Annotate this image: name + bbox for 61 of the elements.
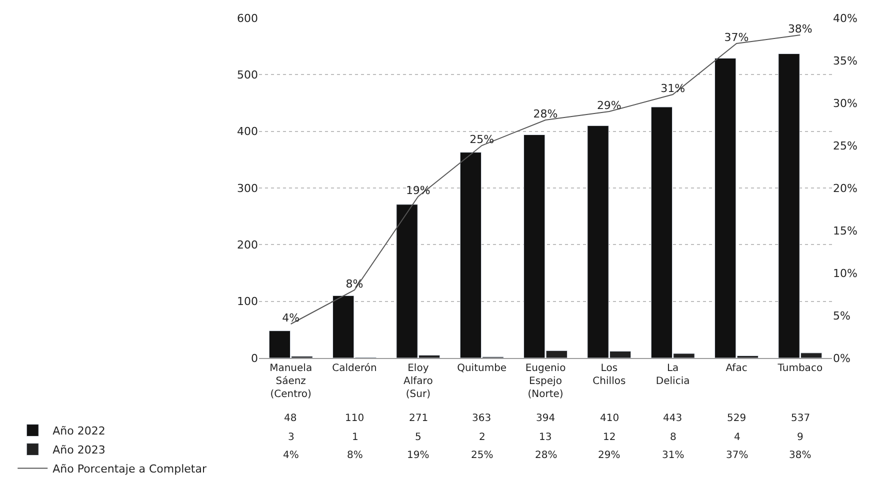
y2-tick-label: 5% [833, 309, 850, 322]
text: 38% [788, 22, 812, 36]
x-tick-label: Tumbaco [776, 363, 823, 374]
x-tick-label: La Delicia [656, 363, 690, 387]
data-label: 12 [603, 432, 616, 443]
data-label: 443 [663, 413, 682, 424]
data-label: 1 [352, 432, 358, 443]
y2-tick-label: 20% [833, 182, 858, 195]
x-tick-label: Calderón [332, 363, 377, 374]
data-label: 4 [734, 432, 740, 443]
data-label: 5 [415, 432, 422, 443]
legend-label: Año Porcentaje a Completar [52, 462, 207, 476]
text: 37% [724, 30, 749, 44]
data-label: 48 [284, 413, 297, 424]
data-label: 29% [598, 450, 620, 461]
x-tick-label: Eloy Alfaro (Sur) [404, 363, 433, 400]
y-tick-label: 400 [237, 125, 258, 138]
y2-tick-label: 0% [833, 352, 850, 365]
data-label: 38% [789, 450, 812, 461]
y2-tick-label: 15% [833, 224, 858, 238]
y2-tick-label: 30% [833, 96, 858, 110]
y-tick-label: 200 [237, 238, 258, 252]
data-label: 9 [797, 432, 804, 443]
data-label: 410 [600, 413, 620, 424]
data-label: 2 [479, 432, 486, 443]
x-tick-label: Los Chillos [592, 363, 626, 387]
y-tick-label: 300 [237, 182, 258, 195]
text: 4% [282, 311, 300, 324]
data-label: 8 [670, 432, 676, 443]
y-tick-label: 500 [237, 68, 258, 82]
data-label: 13 [539, 432, 552, 443]
data-label: 37% [726, 450, 748, 461]
data-label: 363 [472, 413, 492, 424]
y2-tick-label: 10% [833, 266, 858, 280]
data-label: 394 [536, 413, 556, 424]
data-label: 25% [471, 450, 494, 461]
legend-label: Año 2022 [52, 424, 106, 438]
data-label: 529 [727, 413, 746, 424]
x-tick-label: Afac [726, 363, 748, 374]
y2-tick-label: 35% [833, 54, 858, 68]
legend-label: Año 2023 [52, 444, 106, 457]
data-label: 8% [347, 450, 363, 461]
y2-tick-label: 25% [833, 139, 858, 152]
text: 25% [470, 132, 494, 146]
data-label: 271 [409, 413, 428, 424]
y-tick-label: 100 [237, 295, 258, 308]
text: 29% [596, 98, 622, 112]
y-tick-label: 600 [237, 12, 258, 25]
text: 28% [533, 107, 558, 120]
x-tick-label: Eugenio Espejo (Norte) [525, 363, 566, 400]
y-tick-label: 0 [251, 352, 258, 365]
data-label: 28% [535, 450, 558, 461]
x-tick-label: Quitumbe [457, 363, 507, 374]
data-label: 19% [407, 450, 430, 461]
data-label: 3 [288, 432, 294, 443]
data-label: 4% [283, 450, 299, 461]
y2-tick-label: 40% [833, 12, 858, 25]
data-label: 110 [345, 413, 364, 424]
data-label: 537 [791, 413, 810, 424]
x-tick-label: Manuela Sáenz (Centro) [270, 363, 312, 400]
data-label: 31% [662, 450, 684, 461]
